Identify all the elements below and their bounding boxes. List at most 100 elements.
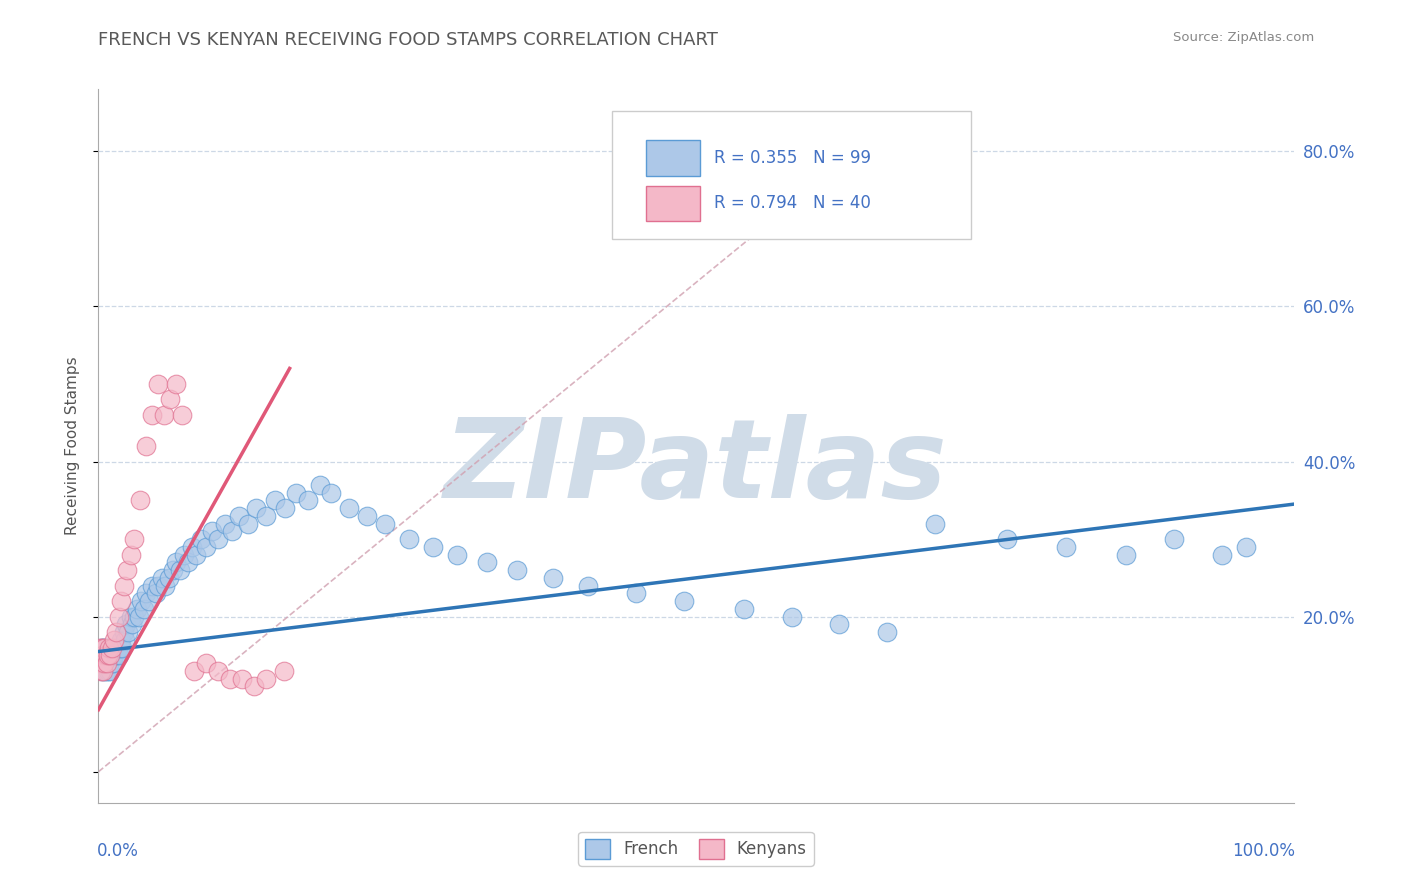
Point: [107, 640, 129, 655]
Point: [190, 532, 212, 546]
Point: [141, 408, 163, 422]
Point: [157, 571, 180, 585]
Point: [924, 516, 946, 531]
Point: [165, 376, 187, 391]
Bar: [645, 140, 700, 176]
Point: [780, 609, 803, 624]
Point: [91, 640, 114, 655]
Point: [236, 516, 259, 531]
Point: [100, 656, 122, 670]
Point: [90, 648, 112, 663]
Point: [94, 648, 117, 663]
Point: [195, 656, 218, 670]
Point: [98, 648, 122, 663]
Point: [97, 648, 120, 663]
Point: [274, 501, 297, 516]
Point: [114, 632, 136, 647]
Point: [121, 617, 143, 632]
Point: [159, 392, 181, 407]
Point: [129, 493, 152, 508]
Point: [231, 672, 253, 686]
Point: [876, 625, 898, 640]
Point: [124, 609, 146, 624]
Point: [91, 656, 114, 670]
Point: [273, 664, 295, 678]
Point: [100, 648, 122, 663]
Point: [145, 586, 167, 600]
Point: [93, 640, 115, 655]
Point: [180, 540, 202, 554]
Point: [107, 648, 129, 663]
Point: [308, 477, 330, 491]
Point: [98, 640, 121, 655]
Point: [112, 625, 135, 640]
Point: [165, 555, 187, 569]
Point: [219, 672, 242, 686]
Point: [89, 656, 111, 670]
Point: [1211, 548, 1233, 562]
Point: [93, 664, 115, 678]
Text: R = 0.794   N = 40: R = 0.794 N = 40: [714, 194, 870, 212]
Point: [91, 640, 114, 655]
Point: [94, 648, 117, 663]
Point: [115, 563, 138, 577]
Point: [120, 548, 142, 562]
Point: [1056, 540, 1078, 554]
Point: [128, 609, 150, 624]
Legend: French, Kenyans: French, Kenyans: [578, 832, 814, 866]
Text: Source: ZipAtlas.com: Source: ZipAtlas.com: [1174, 31, 1315, 45]
Point: [115, 617, 138, 632]
Point: [94, 656, 117, 670]
Point: [91, 648, 114, 663]
Point: [177, 555, 200, 569]
Point: [446, 548, 468, 562]
Point: [195, 540, 218, 554]
Point: [93, 640, 115, 655]
Point: [685, 214, 707, 228]
Point: [103, 648, 125, 663]
Point: [94, 664, 117, 678]
Point: [110, 632, 132, 647]
Point: [172, 408, 194, 422]
Point: [1234, 540, 1257, 554]
Point: [1115, 548, 1137, 562]
Point: [578, 579, 600, 593]
Point: [201, 524, 224, 539]
Point: [541, 571, 564, 585]
Point: [321, 485, 343, 500]
Point: [93, 648, 115, 663]
FancyBboxPatch shape: [613, 111, 972, 239]
Point: [626, 586, 648, 600]
Point: [120, 609, 142, 624]
Point: [207, 532, 229, 546]
Point: [141, 579, 163, 593]
Text: R = 0.355   N = 99: R = 0.355 N = 99: [714, 149, 870, 167]
Point: [186, 548, 208, 562]
Point: [828, 617, 851, 632]
Point: [111, 640, 134, 655]
Point: [96, 640, 118, 655]
Point: [135, 439, 157, 453]
Point: [254, 508, 277, 523]
Text: 0.0%: 0.0%: [97, 842, 139, 860]
Point: [98, 656, 121, 670]
Point: [173, 548, 195, 562]
Point: [104, 640, 127, 655]
Point: [169, 563, 191, 577]
Point: [374, 516, 396, 531]
Point: [995, 532, 1018, 546]
Point: [90, 664, 112, 678]
Point: [96, 656, 118, 670]
Point: [97, 664, 120, 678]
Bar: [645, 186, 700, 221]
Point: [243, 680, 266, 694]
Point: [339, 501, 361, 516]
Point: [105, 648, 128, 663]
Point: [131, 594, 153, 608]
Point: [207, 664, 229, 678]
Point: [254, 672, 277, 686]
Point: [91, 648, 114, 663]
Point: [117, 625, 139, 640]
Point: [112, 579, 135, 593]
Point: [96, 656, 118, 670]
